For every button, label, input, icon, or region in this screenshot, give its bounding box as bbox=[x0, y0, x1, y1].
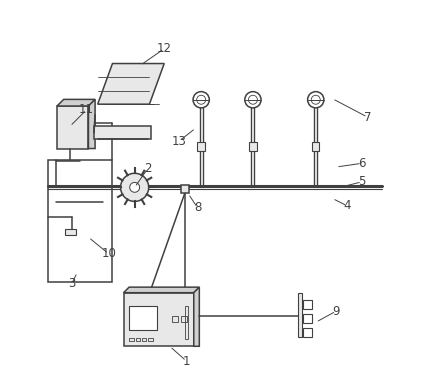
Bar bbox=[249, 142, 256, 151]
Bar bbox=[148, 338, 153, 341]
Bar bbox=[94, 127, 151, 139]
Bar bbox=[57, 106, 89, 148]
Text: 1: 1 bbox=[183, 355, 190, 368]
Text: 11: 11 bbox=[79, 103, 94, 116]
Bar bbox=[198, 142, 205, 151]
Bar bbox=[142, 338, 147, 341]
Polygon shape bbox=[97, 63, 164, 104]
Bar bbox=[129, 306, 157, 330]
Text: 9: 9 bbox=[332, 305, 340, 318]
Bar bbox=[303, 300, 312, 309]
Text: 3: 3 bbox=[68, 277, 75, 290]
Bar bbox=[171, 316, 178, 322]
Text: 6: 6 bbox=[358, 157, 366, 170]
Bar bbox=[124, 293, 194, 346]
Text: 7: 7 bbox=[364, 111, 371, 124]
Text: 2: 2 bbox=[144, 162, 152, 175]
Bar bbox=[299, 293, 302, 337]
Polygon shape bbox=[57, 99, 95, 106]
Bar bbox=[65, 229, 75, 235]
Polygon shape bbox=[124, 287, 199, 293]
Bar bbox=[129, 338, 134, 341]
Text: 13: 13 bbox=[171, 135, 187, 148]
Text: 10: 10 bbox=[101, 247, 116, 260]
Text: 8: 8 bbox=[194, 201, 201, 214]
Text: 12: 12 bbox=[157, 42, 172, 55]
Bar bbox=[303, 314, 312, 323]
Bar bbox=[312, 142, 319, 151]
Polygon shape bbox=[120, 173, 149, 201]
Polygon shape bbox=[130, 183, 140, 192]
Text: 5: 5 bbox=[358, 175, 365, 188]
Bar bbox=[181, 316, 187, 322]
Bar bbox=[48, 160, 113, 282]
Polygon shape bbox=[89, 99, 95, 148]
Bar bbox=[136, 338, 140, 341]
Text: 4: 4 bbox=[343, 199, 351, 212]
Bar bbox=[185, 306, 188, 339]
Bar bbox=[181, 185, 189, 193]
Bar bbox=[303, 328, 312, 337]
Polygon shape bbox=[194, 287, 199, 346]
